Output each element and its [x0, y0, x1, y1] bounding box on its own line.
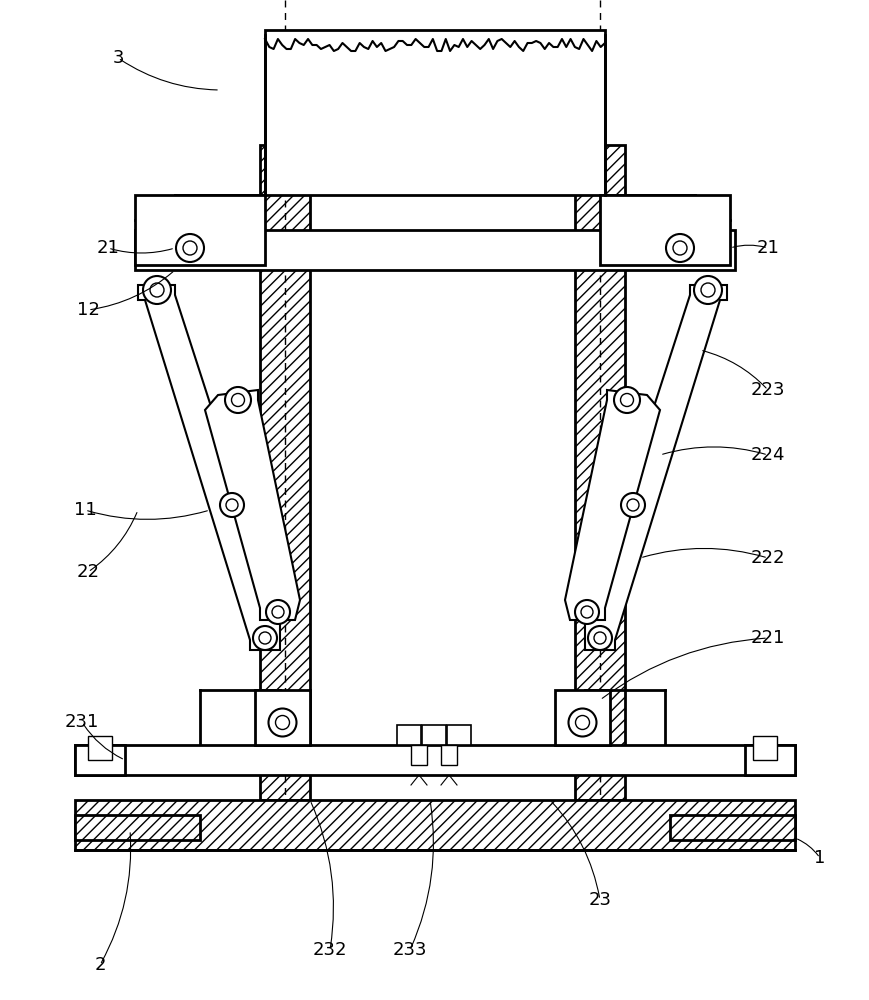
Bar [555, 690, 610, 745]
Text: 3: 3 [112, 49, 123, 67]
Text: 12: 12 [76, 301, 99, 319]
Circle shape [694, 276, 722, 304]
Text: 2: 2 [94, 956, 106, 974]
Bar [753, 736, 777, 760]
Circle shape [220, 493, 244, 517]
Circle shape [269, 708, 296, 736]
Bar [75, 745, 795, 775]
Bar [441, 745, 457, 765]
Text: 221: 221 [751, 629, 786, 647]
Bar [75, 745, 125, 775]
Text: 232: 232 [313, 941, 348, 959]
Bar [88, 736, 112, 760]
Circle shape [666, 234, 694, 262]
Bar [75, 800, 795, 850]
Bar [670, 815, 795, 840]
Polygon shape [565, 390, 660, 620]
Circle shape [575, 600, 599, 624]
Bar [422, 725, 446, 745]
Bar [265, 30, 605, 195]
Bar [135, 195, 265, 265]
Polygon shape [138, 285, 280, 650]
Text: 233: 233 [393, 941, 428, 959]
Text: 222: 222 [751, 549, 786, 567]
Polygon shape [205, 390, 300, 620]
Circle shape [614, 387, 640, 413]
Text: 22: 22 [76, 563, 99, 581]
Bar [75, 815, 200, 840]
Bar [135, 230, 735, 270]
Circle shape [621, 493, 645, 517]
Text: 23: 23 [588, 891, 612, 909]
Polygon shape [585, 285, 727, 650]
Circle shape [225, 387, 251, 413]
Circle shape [588, 626, 612, 650]
Circle shape [176, 234, 204, 262]
Bar [600, 195, 730, 265]
Text: 21: 21 [96, 239, 119, 257]
Bar [411, 745, 427, 765]
Bar [255, 690, 310, 745]
Text: 224: 224 [751, 446, 786, 464]
Text: 223: 223 [751, 381, 786, 399]
Circle shape [266, 600, 290, 624]
Bar [447, 725, 471, 745]
Text: 21: 21 [757, 239, 779, 257]
Circle shape [568, 708, 596, 736]
Circle shape [143, 276, 171, 304]
Text: 11: 11 [74, 501, 96, 519]
Bar [260, 145, 310, 800]
Bar [745, 745, 795, 775]
Text: 1: 1 [814, 849, 826, 867]
Text: 231: 231 [65, 713, 99, 731]
Bar [397, 725, 421, 745]
Circle shape [253, 626, 277, 650]
Bar [575, 145, 625, 800]
